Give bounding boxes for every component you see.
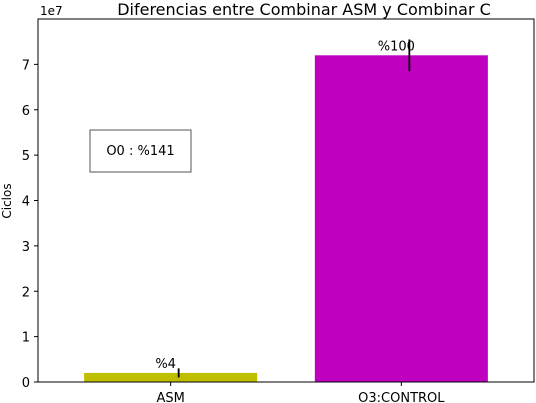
y-axis-label: Ciclos [0,183,14,218]
error-bars-group [177,39,411,378]
y-scale-label: 1e7 [40,4,63,18]
y-tick-label-6: 6 [22,104,30,119]
plot-frame [37,18,535,383]
y-tick-label-7: 7 [22,58,30,73]
y-tick-label-0: 0 [22,376,30,391]
bar-0 [84,372,258,382]
bar-label-1: %100 [378,39,415,54]
bar-labels-group: %4 %100 [155,39,415,372]
bar-label-0: %4 [155,357,176,372]
y-tick-label-4: 4 [22,195,30,210]
y-tick-label-5: 5 [22,149,30,164]
x-tick-label-1: O3:CONTROL [358,391,445,403]
annotation-text: O0 : %141 [106,144,174,159]
y-tick-label-2: 2 [22,285,30,300]
y-ticks-group: 0 1 2 3 4 5 6 7 [22,58,38,391]
bar-1 [314,55,488,383]
y-tick-label-3: 3 [22,240,30,255]
x-tick-label-0: ASM [156,391,184,403]
y-tick-label-1: 1 [22,331,30,346]
chart-title: Diferencias entre Combinar ASM y Combina… [117,0,491,19]
annotation-box: O0 : %141 [89,129,192,173]
annotation-frame [89,129,192,173]
x-ticks-group: ASM O3:CONTROL [156,382,445,403]
bars-group [84,55,488,383]
